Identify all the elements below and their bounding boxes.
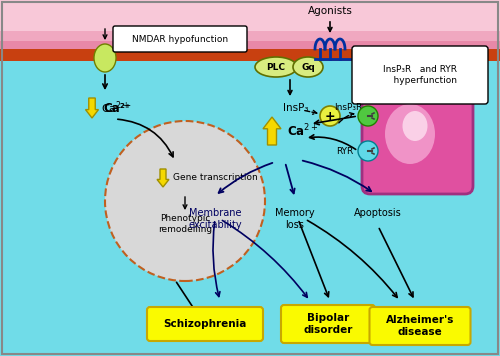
Text: Apoptosis: Apoptosis <box>354 208 402 218</box>
Text: InsP₃R   and RYR
    hyperfunction: InsP₃R and RYR hyperfunction <box>382 65 458 85</box>
FancyBboxPatch shape <box>281 305 375 343</box>
Text: Bipolar
disorder: Bipolar disorder <box>304 313 352 335</box>
FancyBboxPatch shape <box>370 307 470 345</box>
Text: Phenotypic
remodelling: Phenotypic remodelling <box>158 214 212 234</box>
Ellipse shape <box>385 104 435 164</box>
Circle shape <box>105 121 265 281</box>
Bar <box>0 0 500 31</box>
Text: Gene transcription: Gene transcription <box>173 173 258 183</box>
Text: Memory
loss: Memory loss <box>275 208 315 230</box>
Text: Gq: Gq <box>301 63 315 72</box>
Text: Schizophrenia: Schizophrenia <box>164 319 246 329</box>
Text: +: + <box>324 110 336 122</box>
Text: Ca$^{2+}$: Ca$^{2+}$ <box>101 100 130 116</box>
Text: Ca²⁺: Ca²⁺ <box>103 101 131 115</box>
Text: NMDAR hypofunction: NMDAR hypofunction <box>132 35 228 43</box>
Text: Alzheimer's
disease: Alzheimer's disease <box>386 315 454 337</box>
Text: PLC: PLC <box>266 63 285 72</box>
Ellipse shape <box>293 57 323 77</box>
Ellipse shape <box>94 44 116 72</box>
Ellipse shape <box>402 111 427 141</box>
FancyBboxPatch shape <box>147 307 263 341</box>
FancyBboxPatch shape <box>362 68 473 194</box>
Bar <box>0 11 500 41</box>
FancyBboxPatch shape <box>352 46 488 104</box>
Bar <box>0 0 500 56</box>
Circle shape <box>358 106 378 126</box>
Bar <box>0 51 500 356</box>
Bar <box>0 11 500 51</box>
Text: RYR: RYR <box>336 147 353 156</box>
FancyBboxPatch shape <box>113 26 247 52</box>
Bar <box>0 49 500 61</box>
Circle shape <box>320 106 340 126</box>
Circle shape <box>358 141 378 161</box>
Text: Ca$^{2+}$: Ca$^{2+}$ <box>287 123 318 139</box>
Ellipse shape <box>255 57 297 77</box>
Polygon shape <box>263 117 281 145</box>
Text: InsP₃R: InsP₃R <box>334 104 362 112</box>
Text: Membrane
excitability: Membrane excitability <box>188 208 242 230</box>
Polygon shape <box>86 98 98 118</box>
Text: InsP₃: InsP₃ <box>283 103 308 113</box>
Text: Agonists: Agonists <box>308 6 352 16</box>
Polygon shape <box>157 169 169 187</box>
